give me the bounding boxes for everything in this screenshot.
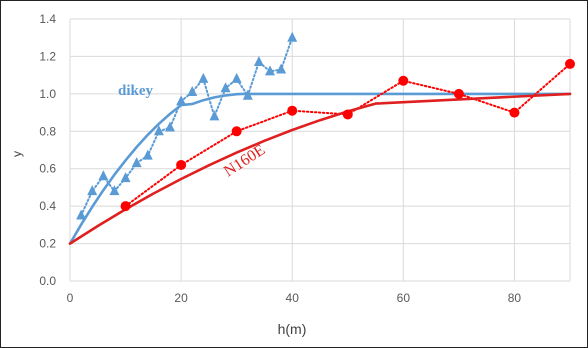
- y-tick-label: 0.2: [39, 237, 56, 251]
- x-axis-title: h(m): [278, 321, 307, 337]
- series-line-n160e: [124, 62, 571, 208]
- y-tick-label: 0.0: [39, 274, 56, 288]
- point-n160e: [176, 159, 187, 170]
- point-dikey: [153, 125, 164, 136]
- point-dikey: [287, 31, 298, 42]
- point-dikey: [209, 110, 220, 121]
- point-n160e: [565, 58, 575, 69]
- point-dikey: [198, 72, 209, 83]
- point-n160e: [120, 201, 131, 212]
- point-dikey: [142, 149, 153, 160]
- point-n160e: [509, 107, 520, 118]
- point-dikey: [131, 157, 142, 168]
- y-tick-label: 0.8: [39, 124, 56, 138]
- gridlines: [69, 18, 571, 282]
- point-n160e: [287, 105, 298, 116]
- point-dikey: [109, 185, 120, 196]
- series-line-dikey-fit: [68, 92, 572, 245]
- series-lines: [68, 36, 572, 245]
- y-tick-labels: 0.0 0.2 0.4 0.6 0.8 1.0 1.2 1.4: [39, 12, 56, 288]
- annotation-n160e: N160E: [221, 141, 268, 180]
- y-tick-label: 1.4: [39, 12, 56, 26]
- x-tick-label: 20: [174, 291, 188, 305]
- point-n160e: [231, 126, 242, 137]
- point-dikey: [253, 56, 264, 67]
- x-tick-label: 60: [397, 291, 411, 305]
- point-n160e: [398, 75, 409, 86]
- point-dikey: [220, 82, 231, 93]
- point-dikey: [165, 121, 175, 132]
- point-dikey: [120, 172, 131, 183]
- series-markers: [76, 31, 575, 220]
- point-n160e: [453, 88, 464, 99]
- point-dikey: [176, 95, 187, 106]
- point-dikey: [276, 63, 287, 74]
- y-tick-label: 1.0: [39, 87, 56, 101]
- point-n160e: [342, 109, 353, 120]
- annotation-dikey: dikey: [118, 83, 154, 99]
- x-tick-label: 40: [286, 291, 300, 305]
- point-dikey: [242, 89, 253, 100]
- point-dikey: [76, 209, 87, 220]
- x-tick-label: 0: [67, 291, 74, 305]
- y-tick-label: 0.6: [39, 162, 56, 176]
- point-dikey: [87, 185, 98, 196]
- x-tick-label: 80: [508, 291, 522, 305]
- point-dikey: [187, 85, 198, 96]
- y-axis-title: y: [10, 151, 24, 157]
- x-tick-labels: 0 20 40 60 80: [67, 291, 522, 305]
- y-tick-label: 0.4: [39, 199, 56, 213]
- point-dikey: [231, 72, 242, 83]
- point-dikey: [98, 170, 109, 181]
- series-line-dikey: [80, 36, 294, 217]
- y-tick-label: 1.2: [39, 49, 56, 63]
- point-dikey: [265, 65, 275, 76]
